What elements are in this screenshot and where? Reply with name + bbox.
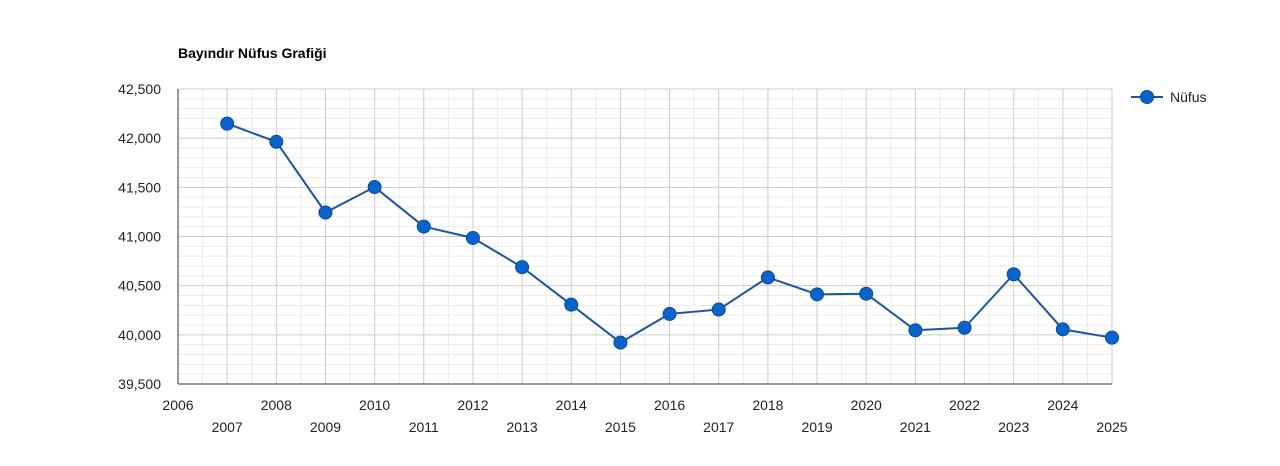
y-tick-label: 39,500 [118, 376, 161, 392]
data-point [367, 180, 382, 195]
data-point [416, 219, 431, 234]
x-tick-label: 2020 [851, 397, 882, 413]
data-point [1006, 267, 1021, 282]
x-tick-label: 2024 [1047, 397, 1078, 413]
data-point [859, 286, 874, 301]
data-point [515, 260, 530, 275]
x-tick-label: 2007 [212, 419, 243, 435]
legend-label-nufus: Nüfus [1170, 89, 1207, 105]
x-tick-label: 2008 [261, 397, 292, 413]
x-tick-label: 2023 [998, 419, 1029, 435]
data-point [564, 297, 579, 312]
data-point [269, 134, 284, 149]
x-tick-label: 2013 [507, 419, 538, 435]
y-tick-label: 42,000 [118, 130, 161, 146]
data-point [1055, 322, 1070, 337]
x-tick-label: 2015 [605, 419, 636, 435]
x-tick-label: 2011 [409, 419, 439, 435]
y-tick-label: 40,500 [118, 278, 161, 294]
data-point [810, 287, 825, 302]
legend: Nüfus [1131, 89, 1207, 105]
x-tick-label: 2019 [801, 419, 832, 435]
x-tick-label: 2018 [752, 397, 783, 413]
x-tick-label: 2017 [703, 419, 734, 435]
legend-marker [1140, 90, 1154, 104]
data-point [613, 335, 628, 350]
x-tick-label: 2014 [556, 397, 587, 413]
y-tick-label: 41,500 [118, 179, 161, 195]
y-tick-label: 42,500 [118, 81, 161, 97]
x-tick-label: 2016 [654, 397, 685, 413]
data-point [662, 306, 677, 321]
y-tick-label: 41,000 [118, 229, 161, 245]
y-tick-label: 40,000 [118, 327, 161, 343]
x-tick-label: 2009 [310, 419, 341, 435]
data-point [1105, 330, 1119, 345]
x-axis-tick-labels: 2006 2007 2008 2009 2010 2011 2012 2013 2014 2015… [162, 397, 1127, 435]
y-axis-tick-labels: 39,500 40,000 40,500 41,000 41,500 42,000 42,5… [118, 81, 161, 392]
data-point [760, 270, 775, 285]
series-nufus [220, 116, 1119, 350]
x-tick-label: 2025 [1096, 419, 1127, 435]
x-tick-label: 2010 [359, 397, 390, 413]
data-point [711, 302, 726, 317]
x-tick-label: 2006 [162, 397, 193, 413]
x-tick-label: 2022 [949, 397, 980, 413]
axes [177, 89, 1112, 385]
data-point [465, 230, 480, 245]
x-tick-label: 2012 [457, 397, 488, 413]
x-tick-label: 2021 [900, 419, 931, 435]
data-point [908, 323, 923, 338]
data-point [220, 116, 235, 131]
chart-title: Bayındır Nüfus Grafiği [178, 45, 327, 61]
data-point [957, 320, 972, 335]
data-point [318, 205, 333, 220]
